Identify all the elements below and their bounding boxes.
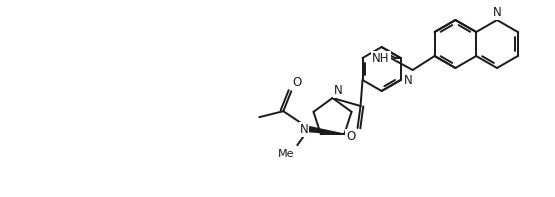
Text: N: N bbox=[300, 123, 308, 136]
Polygon shape bbox=[309, 127, 344, 134]
Text: O: O bbox=[292, 76, 301, 89]
Text: NH: NH bbox=[372, 51, 390, 64]
Text: N: N bbox=[334, 84, 342, 97]
Text: Me: Me bbox=[278, 149, 294, 159]
Text: N: N bbox=[403, 73, 412, 86]
Text: O: O bbox=[346, 130, 356, 143]
Text: N: N bbox=[493, 6, 501, 19]
